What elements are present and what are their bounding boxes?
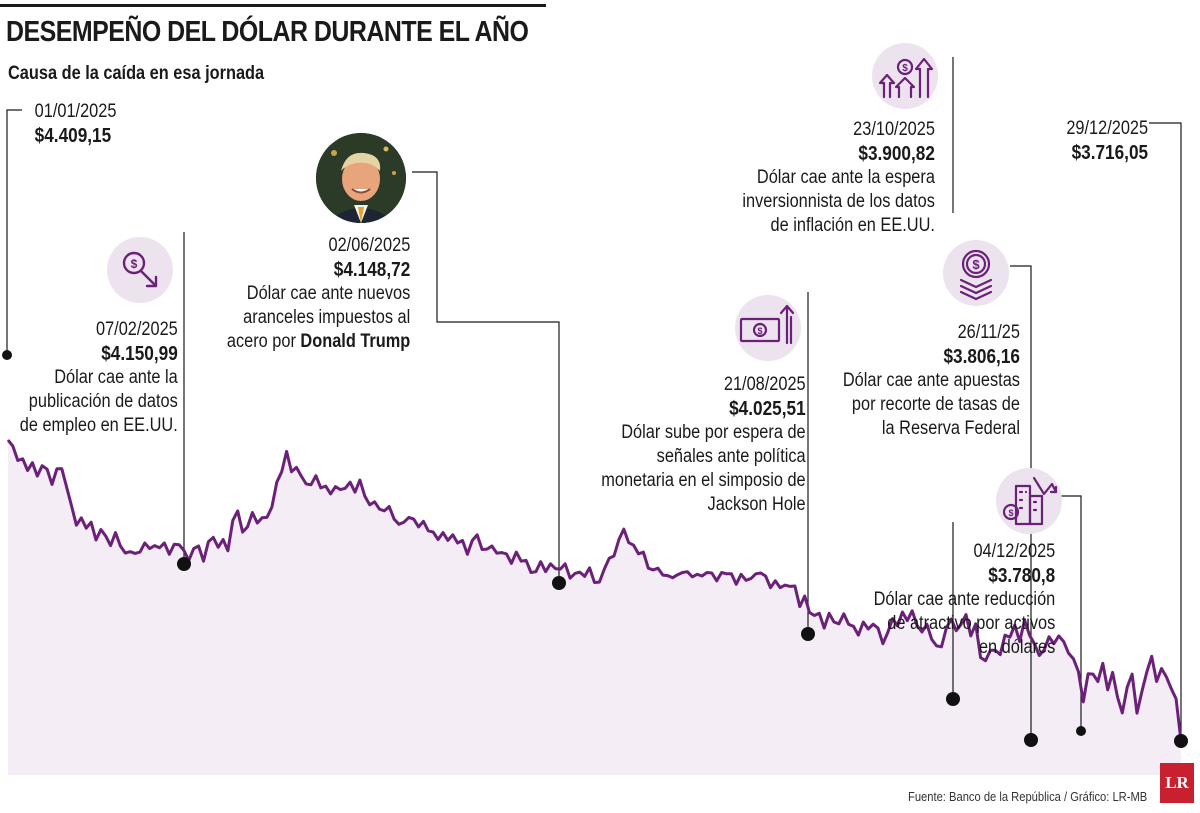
dollar-coin-stack-icon: $ <box>943 240 1009 306</box>
annotation-value: $4.148,72 <box>333 259 410 281</box>
series-line <box>6 439 1183 742</box>
chart-subtitle: Causa de la caída en esa jornada <box>8 63 265 84</box>
leader-line <box>6 109 22 355</box>
svg-text:$: $ <box>902 63 908 74</box>
coin-up-arrows-icon: $ <box>872 43 938 109</box>
annotation-aug21: 21/08/2025 $4.025,51 Dólar sube por espe… <box>568 373 806 517</box>
annotation-date: 01/01/2025 <box>34 101 117 122</box>
svg-text:$: $ <box>1008 508 1013 518</box>
marker-oct23 <box>946 692 960 706</box>
annotation-date: 26/11/25 <box>957 322 1020 343</box>
building-dollar-down-icon: $ <box>996 468 1062 534</box>
banknote-up-arrow-icon: $ <box>735 295 801 361</box>
annotation-description: Dólar sube por espera de señales ante pol… <box>601 422 806 515</box>
brand-logo: LR <box>1160 763 1194 803</box>
marker-dec04 <box>1076 726 1086 736</box>
marker-nov26 <box>1024 733 1038 747</box>
annotation-value: $3.780,8 <box>988 565 1055 587</box>
marker-jan01 <box>2 350 12 360</box>
marker-jun02 <box>552 576 566 590</box>
annotation-date: 21/08/2025 <box>724 374 806 395</box>
annotation-date: 07/02/2025 <box>96 319 178 340</box>
leader-line <box>1060 495 1082 731</box>
annotation-date: 04/12/2025 <box>973 541 1055 562</box>
annotation-nov26: 26/11/25 $3.806,16 Dólar cae ante apuest… <box>814 321 1020 441</box>
portrait-photo <box>316 133 406 223</box>
annotation-dec04: 04/12/2025 $3.780,8 Dólar cae ante reduc… <box>844 540 1055 660</box>
annotation-value: $3.900,82 <box>858 143 935 165</box>
annotation-jan01: 01/01/2025 $4.409,15 <box>35 100 117 148</box>
annotation-description: Dólar cae ante reducción de atractivo por… <box>873 589 1055 658</box>
svg-text:$: $ <box>972 257 980 272</box>
annotation-description: Dólar cae ante nuevos aranceles impuestos… <box>226 283 410 352</box>
svg-text:$: $ <box>757 326 762 336</box>
marker-dec29 <box>1174 734 1188 748</box>
header-rule <box>0 4 546 7</box>
svg-text:$: $ <box>131 257 138 271</box>
annotation-date: 23/10/2025 <box>853 119 935 140</box>
leader-line <box>1149 122 1182 741</box>
annotation-date: 02/06/2025 <box>328 235 410 256</box>
annotation-description: Dólar cae ante la publicación de datos de … <box>19 367 178 436</box>
annotation-value: $3.806,16 <box>943 346 1020 368</box>
annotation-description: Dólar cae ante apuestas por recorte de ta… <box>842 370 1020 439</box>
annotation-value: $4.150,99 <box>101 343 178 365</box>
source-note: Fuente: Banco de la República / Gráfico:… <box>908 789 1148 804</box>
leader-lines <box>6 57 1182 741</box>
annotation-description: Dólar cae ante la espera inversionnista d… <box>742 167 935 236</box>
marker-feb07 <box>177 557 191 571</box>
markers <box>2 350 1188 748</box>
annotation-value: $4.025,51 <box>729 398 806 420</box>
annotation-bold-name: Donald Trump <box>300 331 410 352</box>
annotation-value: $4.409,15 <box>34 125 112 147</box>
chart-title: DESEMPEÑO DEL DÓLAR DURANTE EL AÑO <box>6 16 529 48</box>
leader-line <box>412 171 560 583</box>
leader-line <box>1010 265 1032 740</box>
annotation-jun02: 02/06/2025 $4.148,72 Dólar cae ante nuev… <box>197 234 410 354</box>
annotation-dec29: 29/12/2025 $3.716,05 <box>1053 117 1148 165</box>
series-area <box>8 440 1181 775</box>
annotation-date: 29/12/2025 <box>1066 118 1148 139</box>
dollar-down-arrow-icon: $ <box>107 237 173 303</box>
marker-aug21 <box>801 627 815 641</box>
annotation-oct23: 23/10/2025 $3.900,82 Dólar cae ante la e… <box>711 118 935 238</box>
annotation-feb07: 07/02/2025 $4.150,99 Dólar cae ante la pu… <box>0 318 178 438</box>
annotation-value: $3.716,05 <box>1071 142 1148 164</box>
